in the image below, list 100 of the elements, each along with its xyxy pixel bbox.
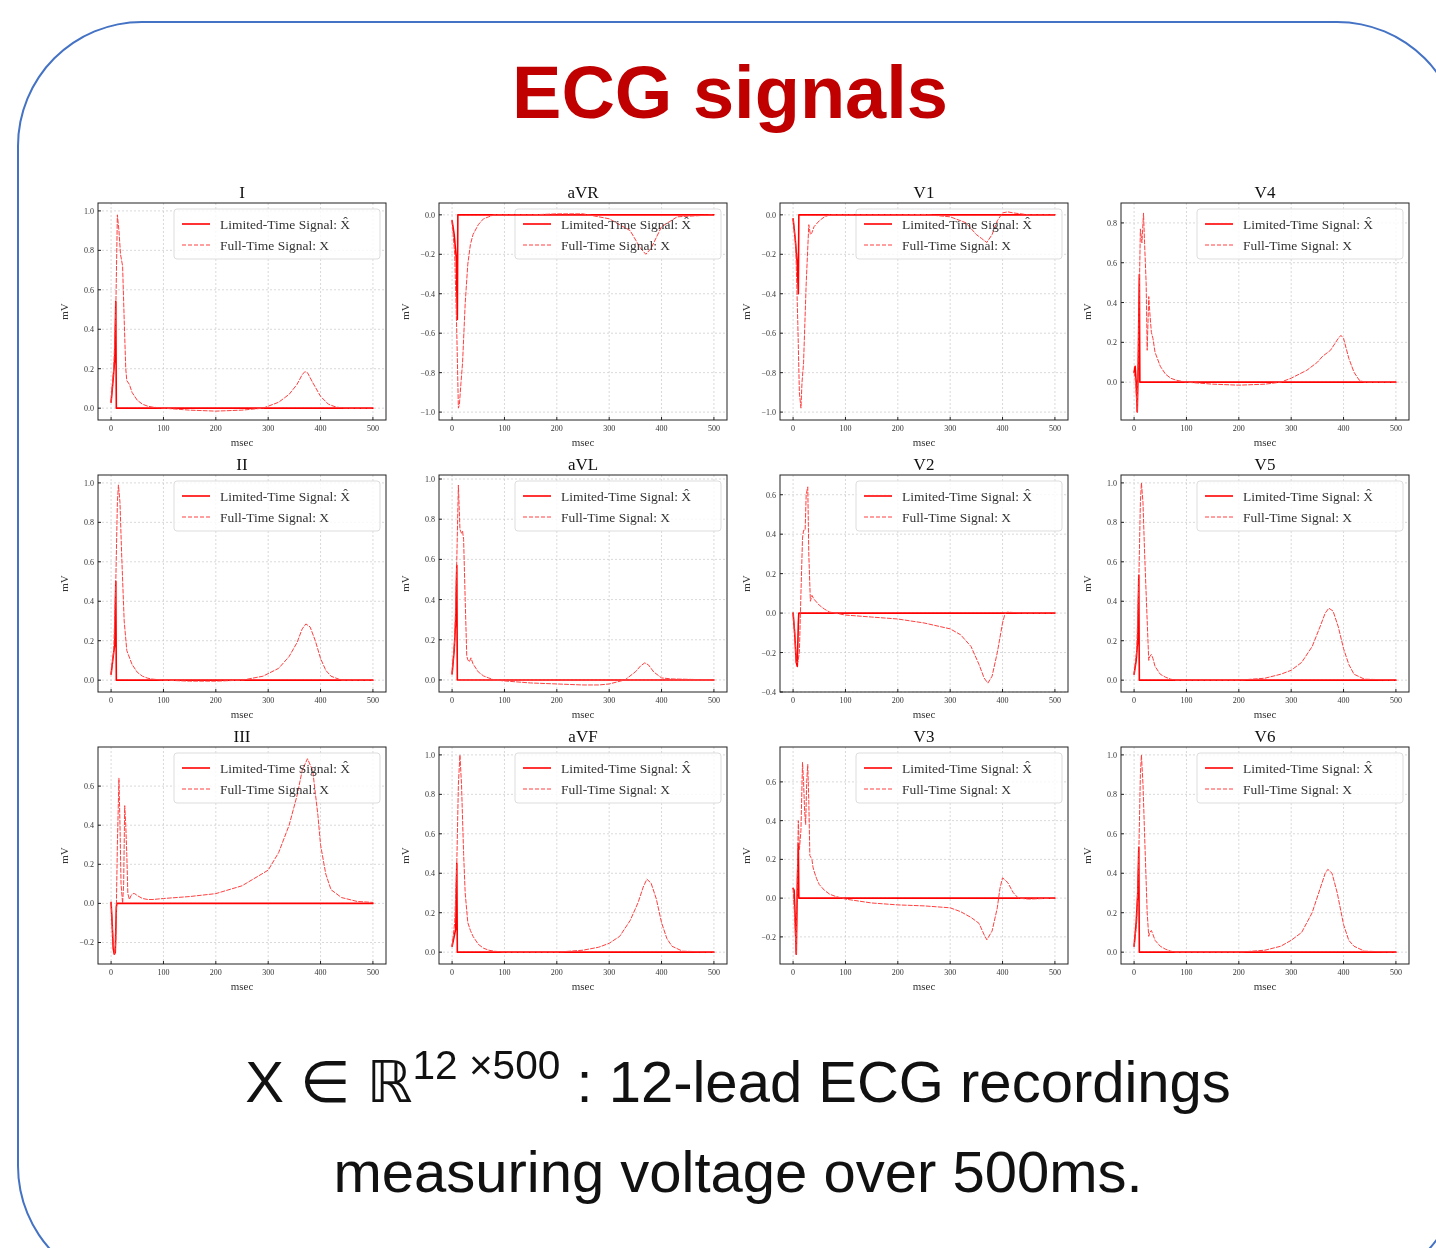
y-tick-label: 0.0: [84, 899, 94, 909]
text: X ∈ ℝ$^{12 ×500}$ : 12-lead ECG recordings: [245, 1042, 1231, 1114]
legend-label: Full-Time Signal: X: [561, 238, 671, 253]
legend-label: Full-Time Signal: X: [902, 238, 1012, 253]
chart-title: III: [233, 727, 251, 746]
y-tick-label: −0.4: [761, 688, 776, 697]
legend-label: Limited-Time Signal: X̂: [902, 761, 1033, 776]
legend-label: Limited-Time Signal: X̂: [561, 761, 692, 776]
line-series: [792, 762, 1056, 955]
line-series: [451, 754, 715, 953]
x-tick-label: 200: [550, 968, 563, 977]
x-tick-label: 400: [314, 968, 327, 977]
y-tick-label: 0.0: [425, 210, 435, 220]
x-axis-title: msec: [912, 708, 936, 720]
chart-title: V5: [1254, 455, 1276, 474]
y-tick-label: 0.2: [766, 569, 776, 579]
x-tick-label: 400: [1337, 968, 1350, 977]
y-tick-label: −0.6: [761, 329, 776, 339]
line-series: [451, 484, 715, 686]
x-tick-label: 300: [262, 968, 275, 977]
x-axis-title: msec: [571, 436, 595, 448]
y-axis-title: mV: [58, 303, 70, 320]
y-tick-label: 0.6: [1107, 258, 1117, 268]
y-tick-label: 0.2: [1107, 338, 1117, 348]
y-tick-label: 0.6: [766, 777, 776, 787]
x-tick-label: 0: [1132, 968, 1137, 977]
line-series: [792, 486, 1056, 684]
text: measuring voltage over 500ms.: [333, 1139, 1143, 1204]
x-tick-label: 400: [1337, 696, 1350, 705]
y-tick-label: 0.6: [84, 557, 94, 567]
chart-title: V2: [913, 455, 935, 474]
line-series: [110, 758, 374, 955]
y-tick-label: 1.0: [84, 206, 94, 216]
y-tick-label: 0.0: [84, 404, 94, 414]
y-tick-label: 0.2: [425, 635, 435, 645]
y-tick-label: 0.2: [84, 636, 94, 646]
x-tick-label: 0: [109, 424, 114, 433]
chart-title: I: [239, 183, 246, 202]
x-tick-label: 100: [157, 696, 170, 705]
legend-label: Limited-Time Signal: X̂: [220, 489, 351, 504]
x-axis-title: msec: [912, 436, 936, 448]
x-tick-label: 500: [1048, 696, 1061, 705]
y-tick-label: 0.6: [1107, 557, 1117, 567]
y-tick-label: 0.8: [1107, 218, 1117, 228]
chart-title: aVL: [567, 455, 599, 474]
line-series: [1133, 212, 1397, 413]
y-tick-label: 0.6: [1107, 829, 1117, 839]
y-tick-label: 0.0: [766, 894, 776, 904]
y-tick-label: 0.6: [84, 285, 94, 295]
x-tick-label: 100: [498, 424, 511, 433]
y-axis-title: mV: [740, 847, 752, 864]
y-tick-label: −0.2: [761, 932, 776, 942]
legend-label: Limited-Time Signal: X̂: [1243, 489, 1374, 504]
x-tick-label: 0: [1132, 696, 1137, 705]
y-tick-label: 1.0: [425, 750, 435, 760]
y-tick-label: 0.0: [1107, 378, 1117, 388]
x-tick-label: 100: [839, 696, 852, 705]
text: ECG signals: [512, 51, 948, 134]
x-tick-label: 200: [550, 424, 563, 433]
y-tick-label: −0.4: [761, 289, 776, 299]
legend-label: Limited-Time Signal: X̂: [220, 217, 351, 232]
y-tick-label: 0.8: [1107, 518, 1117, 528]
x-tick-label: 100: [1180, 424, 1193, 433]
y-tick-label: 0.0: [425, 948, 435, 958]
x-tick-label: 300: [603, 968, 616, 977]
x-axis-title: msec: [230, 436, 254, 448]
line-series: [792, 612, 1056, 668]
legend-label: Limited-Time Signal: X̂: [561, 489, 692, 504]
x-axis-title: msec: [571, 980, 595, 992]
legend-label: Full-Time Signal: X: [1243, 510, 1353, 525]
x-axis-title: msec: [1253, 708, 1277, 720]
y-tick-label: 1.0: [1107, 478, 1117, 488]
y-axis-title: mV: [1081, 303, 1093, 320]
line-series: [451, 214, 715, 321]
line-series: [110, 214, 374, 412]
legend-label: Limited-Time Signal: X̂: [902, 217, 1033, 232]
y-tick-label: 0.0: [766, 210, 776, 220]
y-tick-label: −0.6: [420, 329, 435, 339]
x-tick-label: 300: [944, 968, 957, 977]
y-tick-label: 0.4: [84, 597, 94, 607]
x-tick-label: 400: [655, 968, 668, 977]
x-tick-label: 500: [707, 424, 720, 433]
x-tick-label: 100: [1180, 968, 1193, 977]
y-tick-label: 0.2: [84, 860, 94, 870]
line-series: [1133, 482, 1397, 681]
y-tick-label: −0.2: [420, 250, 435, 260]
y-axis-title: mV: [399, 575, 411, 592]
x-axis-title: msec: [230, 708, 254, 720]
line-series: [792, 214, 1056, 295]
line-series: [110, 580, 374, 681]
x-tick-label: 100: [498, 696, 511, 705]
x-tick-label: 500: [366, 696, 379, 705]
y-tick-label: 0.8: [84, 246, 94, 256]
x-tick-label: 500: [707, 696, 720, 705]
x-tick-label: 200: [1232, 968, 1245, 977]
y-tick-label: 0.4: [1107, 597, 1117, 607]
y-tick-label: 0.8: [1107, 790, 1117, 800]
x-axis-title: msec: [1253, 980, 1277, 992]
x-tick-label: 400: [1337, 424, 1350, 433]
y-tick-label: −1.0: [420, 408, 435, 418]
